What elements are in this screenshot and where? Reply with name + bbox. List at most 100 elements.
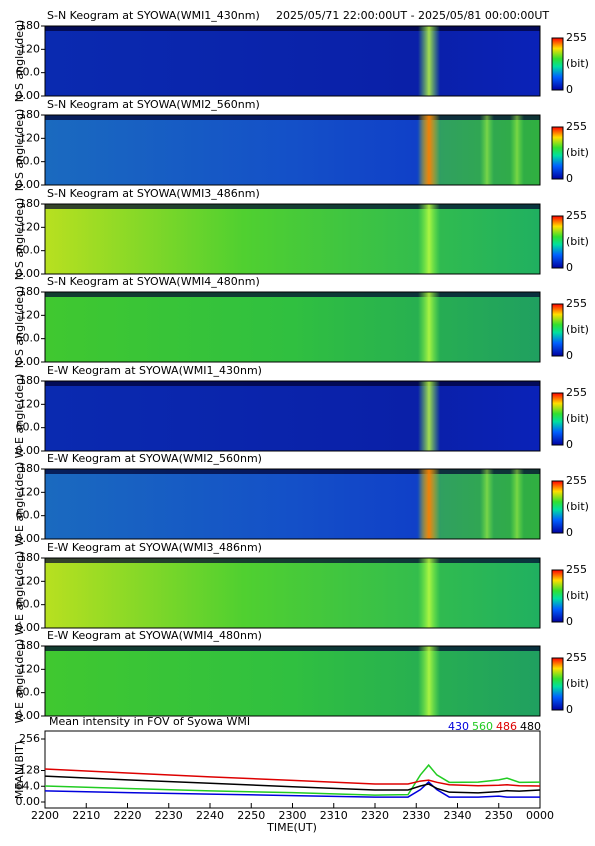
colorbar: [551, 126, 564, 180]
colorbar-label: (bit): [566, 323, 589, 336]
plot-frame: [44, 645, 541, 717]
legend-entry: 480: [520, 720, 541, 733]
aurora-band: [418, 469, 440, 539]
y-tick-label: 120: [19, 42, 40, 55]
series-line: [44, 781, 540, 798]
x-tick-label: 2220: [114, 809, 142, 822]
colorbar-label: (bit): [566, 57, 589, 70]
keogram-band: [45, 204, 540, 209]
y-axis-label: W-E angle(deg): [13, 374, 26, 459]
colorbar-tick-label: 255: [566, 563, 587, 576]
aurora-band: [418, 292, 440, 362]
series-line: [44, 768, 541, 787]
aurora-band: [480, 469, 494, 539]
y-tick-label: 0.00: [16, 178, 41, 191]
keogram: [45, 204, 540, 274]
panel-title: S-N Keogram at SYOWA(WMI4_480nm): [47, 275, 260, 288]
y-tick-label: 120: [19, 131, 40, 144]
y-axis-label: N-S angle(deg): [13, 198, 26, 281]
aurora-band: [510, 469, 524, 539]
series-line: [44, 763, 541, 796]
y-axis-label: MEAN(BIT): [13, 741, 26, 799]
x-tick-label: 2210: [72, 809, 100, 822]
legend-entry: 430: [448, 720, 469, 733]
y-tick-label: 0.00: [16, 444, 41, 457]
aurora-band: [418, 558, 440, 628]
colorbar: [551, 569, 564, 623]
colorbar-tick-label: 0: [566, 703, 573, 716]
legend-entry: 486: [496, 720, 517, 733]
colorbar-tick-label: 0: [566, 526, 573, 539]
colorbar: [551, 392, 564, 446]
y-tick-label: 60.0: [16, 686, 41, 699]
plot-frame: [44, 557, 541, 629]
y-tick-label: 256: [19, 732, 40, 745]
y-tick-label: 0.00: [16, 709, 41, 722]
colorbar-label: (bit): [566, 412, 589, 425]
x-tick-label: 2250: [237, 809, 265, 822]
keogram: [45, 381, 540, 451]
plot-frame: [44, 25, 541, 97]
x-tick-label: 0000: [526, 809, 554, 822]
keogram: [45, 26, 540, 96]
y-axis-label: N-S angle(deg): [13, 109, 26, 192]
panel-title: E-W Keogram at SYOWA(WMI1_430nm): [47, 364, 262, 377]
aurora-band: [418, 115, 440, 185]
colorbar-tick-label: 0: [566, 261, 573, 274]
colorbar: [551, 657, 564, 711]
colorbar-tick-label: 0: [566, 615, 573, 628]
y-tick-label: 180: [19, 108, 40, 121]
y-tick-label: 180: [19, 551, 40, 564]
y-tick-label: 60.0: [16, 244, 41, 257]
colorbar-label: (bit): [566, 146, 589, 159]
y-axis-label: W-E angle(deg): [13, 551, 26, 636]
aurora-band: [418, 26, 440, 96]
colorbar-label: (bit): [566, 589, 589, 602]
plot-frame: [44, 468, 541, 540]
keogram-band: [45, 558, 540, 563]
y-tick-label: 180: [19, 19, 40, 32]
keogram: [45, 646, 540, 716]
y-axis-label: W-E angle(deg): [13, 462, 26, 547]
y-tick-label: 128: [19, 764, 40, 777]
panel-title: S-N Keogram at SYOWA(WMI1_430nm): [47, 9, 260, 22]
aurora-band: [510, 115, 524, 185]
y-tick-label: 60.0: [16, 155, 41, 168]
x-tick-label: 2300: [279, 809, 307, 822]
keogram-band: [45, 469, 540, 474]
y-tick-label: 0.00: [16, 621, 41, 634]
x-tick-label: 2200: [31, 809, 59, 822]
x-tick-label: 2230: [155, 809, 183, 822]
colorbar-tick-label: 255: [566, 31, 587, 44]
panel-title: Mean intensity in FOV of Syowa WMI: [49, 715, 250, 728]
colorbar: [551, 37, 564, 91]
colorbar-label: (bit): [566, 235, 589, 248]
y-tick-label: 120: [19, 662, 40, 675]
colorbar: [551, 480, 564, 534]
colorbar-tick-label: 0: [566, 172, 573, 185]
colorbar-tick-label: 255: [566, 386, 587, 399]
keogram-band: [45, 26, 540, 31]
y-tick-label: 60.0: [16, 509, 41, 522]
colorbar: [551, 215, 564, 269]
keogram-band: [45, 646, 540, 651]
y-tick-label: 120: [19, 397, 40, 410]
y-tick-label: 60.0: [16, 598, 41, 611]
y-tick-label: 0.00: [16, 355, 41, 368]
y-tick-label: 180: [19, 374, 40, 387]
panel-title: E-W Keogram at SYOWA(WMI4_480nm): [47, 629, 262, 642]
keogram: [45, 469, 540, 539]
colorbar-tick-label: 255: [566, 651, 587, 664]
aurora-band: [418, 646, 440, 716]
y-axis-label: N-S angle(deg): [13, 20, 26, 103]
x-tick-label: 2330: [402, 809, 430, 822]
y-tick-label: 120: [19, 220, 40, 233]
x-tick-label: 2340: [444, 809, 472, 822]
y-tick-label: 0.00: [16, 795, 41, 808]
x-tick-label: 2320: [361, 809, 389, 822]
y-tick-label: 120: [19, 485, 40, 498]
plot-frame: [44, 380, 541, 452]
x-tick-label: 2240: [196, 809, 224, 822]
y-tick-label: 60.0: [16, 332, 41, 345]
